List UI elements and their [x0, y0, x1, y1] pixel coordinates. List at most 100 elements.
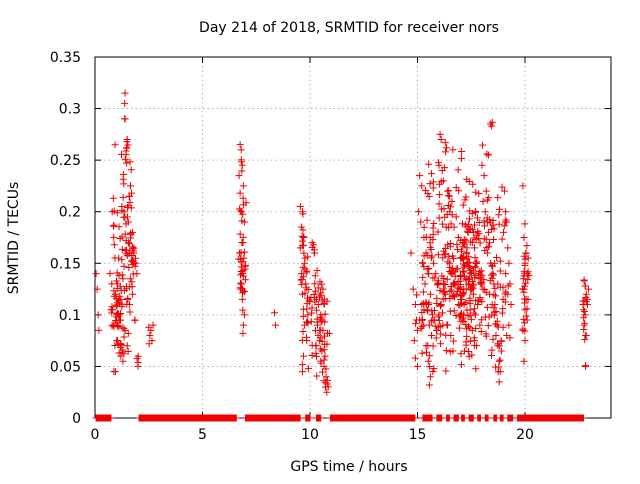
data-point [492, 292, 500, 300]
data-point [435, 279, 443, 287]
data-point [434, 228, 442, 236]
data-point [580, 276, 588, 284]
data-point [465, 262, 473, 270]
data-point [485, 313, 493, 321]
data-point [486, 277, 494, 285]
data-point [127, 229, 135, 237]
data-point [320, 346, 328, 354]
data-point [490, 291, 498, 299]
data-point [450, 223, 458, 231]
data-point [520, 357, 528, 365]
data-point [463, 332, 471, 340]
data-point [440, 274, 448, 282]
data-point [433, 294, 441, 302]
data-point [311, 298, 319, 306]
data-point [411, 414, 419, 422]
data-point [472, 324, 480, 332]
data-point [454, 245, 462, 253]
data-point [112, 317, 120, 325]
data-point [492, 363, 500, 371]
data-point [466, 324, 474, 332]
data-point [453, 288, 461, 296]
data-point [437, 330, 445, 338]
data-point [477, 316, 485, 324]
data-point [439, 295, 447, 303]
data-point [449, 252, 457, 260]
data-point [451, 293, 459, 301]
data-point [119, 357, 127, 365]
data-point [446, 287, 454, 295]
data-point [299, 327, 307, 335]
data-point [300, 249, 308, 257]
data-point [469, 267, 477, 275]
y-tick-label: 0.2 [59, 205, 81, 221]
data-point [489, 271, 497, 279]
data-point [579, 306, 587, 314]
data-point [432, 270, 440, 278]
data-point [521, 306, 529, 314]
data-point [489, 270, 497, 278]
y-tick-label: 0.3 [59, 102, 81, 118]
data-point [302, 284, 310, 292]
data-point [300, 352, 308, 360]
data-point [443, 144, 451, 152]
data-point [429, 236, 437, 244]
data-point [470, 309, 478, 317]
data-point [429, 184, 437, 192]
data-point [239, 321, 247, 329]
data-point [582, 293, 590, 301]
data-point [457, 154, 465, 162]
data-point [92, 270, 100, 278]
data-point [502, 216, 510, 224]
data-point [299, 263, 307, 271]
data-point [125, 193, 133, 201]
data-point [494, 368, 502, 376]
data-point [440, 205, 448, 213]
data-point [302, 333, 310, 341]
data-point [145, 340, 153, 348]
data-point [521, 319, 529, 327]
data-point [471, 221, 479, 229]
data-point [441, 213, 449, 221]
data-point [418, 323, 426, 331]
data-point [459, 291, 467, 299]
data-point [304, 319, 312, 327]
axes [94, 56, 612, 419]
data-point [462, 285, 470, 293]
data-point [462, 236, 470, 244]
data-point [483, 150, 491, 158]
data-point [473, 258, 481, 266]
data-point [421, 280, 429, 288]
x-tick-label: 10 [301, 427, 319, 443]
data-point [271, 309, 279, 317]
data-point [128, 278, 136, 286]
data-point [311, 272, 319, 280]
data-point [497, 347, 505, 355]
data-point [115, 310, 123, 318]
data-point [237, 279, 244, 287]
data-point [502, 270, 510, 278]
data-point [477, 279, 485, 287]
data-point [488, 122, 496, 130]
data-point [117, 287, 125, 295]
x-axis-label: GPS time / hours [290, 459, 407, 475]
data-point [494, 194, 502, 202]
data-point [457, 361, 465, 369]
data-point [478, 278, 486, 286]
data-point [472, 188, 480, 196]
data-point [462, 338, 470, 346]
data-point [308, 304, 316, 312]
data-point [447, 269, 455, 277]
data-point [500, 228, 507, 236]
data-point [501, 187, 509, 195]
data-point [470, 234, 478, 242]
data-point [120, 180, 128, 188]
data-point [458, 147, 466, 155]
data-point [120, 333, 128, 341]
data-point [304, 285, 312, 293]
data-point [119, 193, 127, 201]
data-point [440, 287, 448, 295]
data-point [505, 259, 513, 267]
data-point [471, 273, 479, 281]
data-point [579, 297, 587, 305]
